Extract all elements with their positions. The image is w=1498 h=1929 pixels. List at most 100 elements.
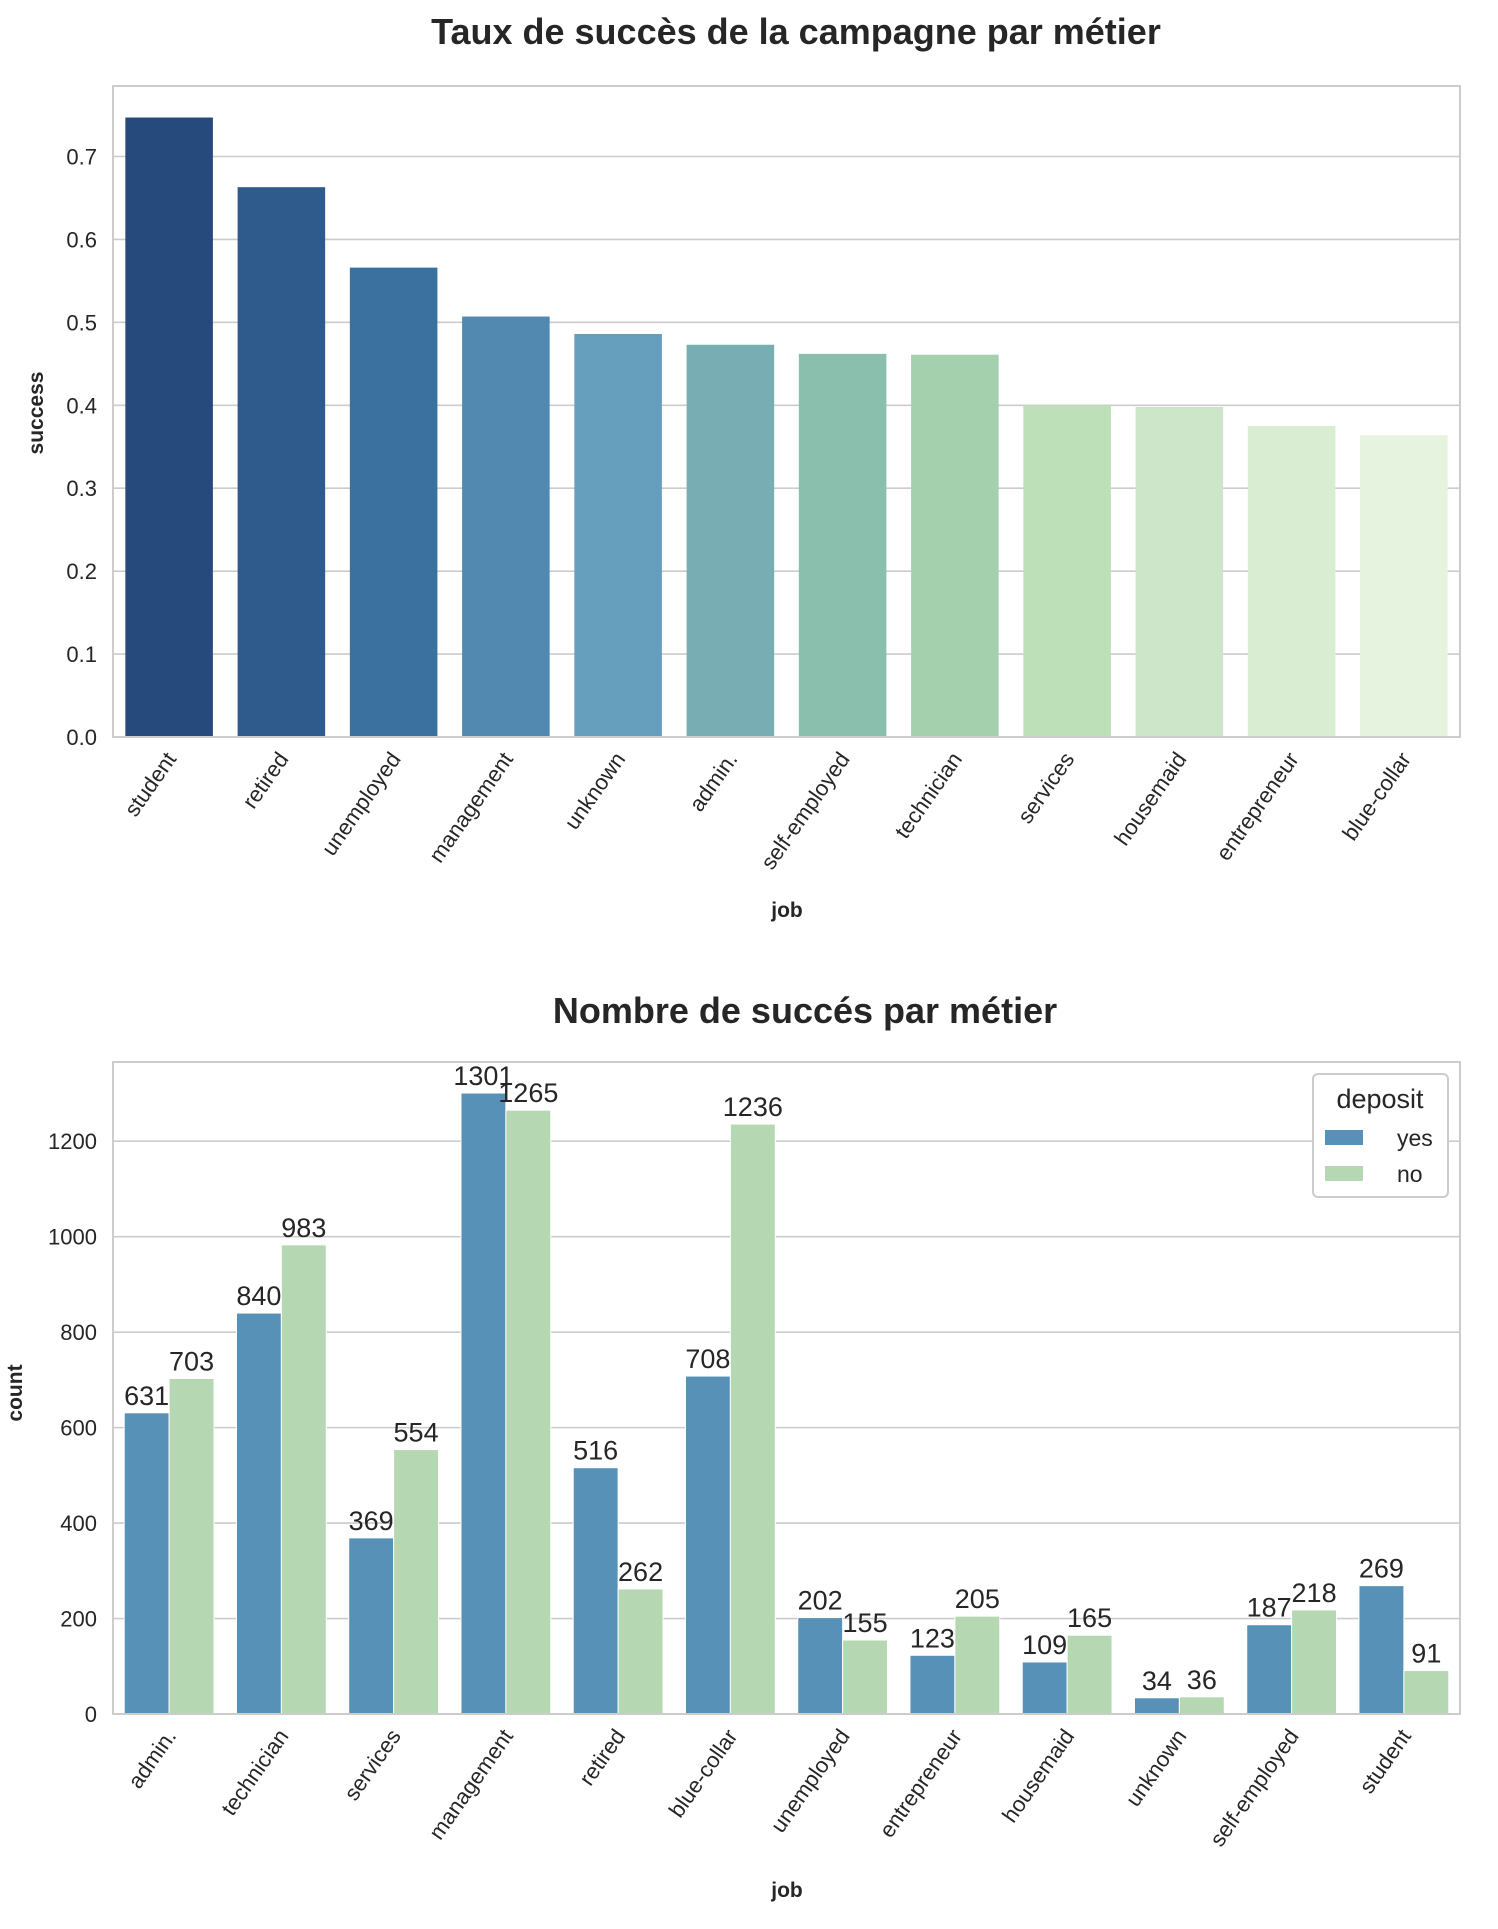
bar-unknown-yes <box>1133 1697 1180 1715</box>
y-tick-label: 0.5 <box>66 310 97 335</box>
x-tick-label-housemaid: housemaid <box>997 1725 1079 1828</box>
x-tick-label-blue-collar: blue-collar <box>664 1725 743 1822</box>
data-label-retired-no: 262 <box>618 1557 663 1587</box>
bar-student-no <box>1403 1670 1450 1715</box>
bar-entrepreneur-no <box>954 1615 1001 1715</box>
data-label-technician-yes: 840 <box>236 1281 281 1311</box>
chart2-y-axis-label: count <box>4 1364 27 1421</box>
chart2-title: Nombre de succés par métier <box>553 990 1057 1031</box>
data-label-unknown-yes: 34 <box>1142 1666 1172 1696</box>
bar-services-yes <box>348 1537 395 1715</box>
bar-retired-no <box>617 1588 664 1715</box>
bar-unemployed-no <box>842 1639 889 1715</box>
y-tick-label: 0.0 <box>66 725 97 750</box>
chart1-x-axis-label: job <box>770 899 803 922</box>
x-tick-label-management: management <box>424 748 518 868</box>
y-tick-label: 0.1 <box>66 642 97 667</box>
chart1-x-ticks: student retired unemployed management unknow… <box>119 748 1416 875</box>
bar-management-no <box>505 1109 552 1715</box>
bar-blue-collar <box>1360 435 1448 737</box>
chart2-x-ticks: admin. technician services management retire… <box>123 1725 1416 1852</box>
bar-self-employed-no <box>1291 1609 1338 1715</box>
bar-entrepreneur <box>1247 426 1336 737</box>
data-label-self-employed-yes: 187 <box>1247 1593 1292 1623</box>
legend-yes-swatch <box>1325 1130 1363 1145</box>
x-tick-label-self-employed: self-employed <box>756 748 855 875</box>
x-tick-label-management: management <box>424 1725 518 1845</box>
data-label-housemaid-no: 165 <box>1067 1603 1112 1633</box>
chart2-y-ticks: 0 200 400 600 800 1000 1200 <box>48 1129 97 1727</box>
bar-student-yes <box>1358 1585 1405 1715</box>
y-tick-label: 600 <box>60 1416 97 1441</box>
bar-housemaid-no <box>1066 1634 1113 1715</box>
chart1-y-axis-label: success <box>25 372 48 455</box>
data-label-student-no: 91 <box>1411 1639 1441 1669</box>
x-tick-label-retired: retired <box>574 1725 630 1790</box>
data-label-services-yes: 369 <box>349 1506 394 1536</box>
chart2-frame <box>112 1061 1461 1715</box>
x-tick-label-admin: admin. <box>123 1725 181 1793</box>
bar-entrepreneur-yes <box>909 1654 956 1715</box>
chart2-bars <box>123 1092 1450 1715</box>
data-label-entrepreneur-yes: 123 <box>910 1623 955 1653</box>
bar-housemaid-yes <box>1021 1661 1068 1715</box>
data-label-admin-yes: 631 <box>124 1381 169 1411</box>
chart2-legend: deposit yes no <box>1312 1073 1449 1198</box>
x-tick-label-unemployed: unemployed <box>765 1725 854 1838</box>
data-label-unemployed-no: 155 <box>843 1608 888 1638</box>
x-tick-label-entrepreneur: entrepreneur <box>1211 748 1304 866</box>
x-tick-label-blue-collar: blue-collar <box>1337 748 1416 845</box>
data-label-blue-collar-no: 1236 <box>723 1092 783 1122</box>
bar-management-yes <box>460 1092 507 1715</box>
x-tick-label-student: student <box>119 748 181 821</box>
y-tick-label: 0.6 <box>66 227 97 252</box>
bar-technician-no <box>280 1244 327 1715</box>
data-label-management-yes: 1301 <box>453 1061 513 1091</box>
bar-unknown-no <box>1178 1696 1225 1715</box>
bar-admin <box>686 344 775 737</box>
data-label-admin-no: 703 <box>169 1346 214 1376</box>
x-tick-label-housemaid: housemaid <box>1109 748 1191 851</box>
legend-yes-label: yes <box>1397 1125 1433 1151</box>
x-tick-label-services: services <box>339 1725 406 1805</box>
chart1-title: Taux de succès de la campagne par métier <box>431 11 1161 52</box>
bar-housemaid <box>1135 406 1224 737</box>
x-tick-label-technician: technician <box>890 748 967 843</box>
bar-technician-yes <box>235 1312 282 1715</box>
legend-no-swatch <box>1325 1166 1363 1181</box>
y-tick-label: 400 <box>60 1511 97 1536</box>
y-tick-label: 200 <box>60 1607 97 1632</box>
chart1-bars <box>125 117 1448 738</box>
bar-unemployed-yes <box>797 1617 844 1715</box>
data-label-management-no: 1265 <box>498 1078 558 1108</box>
y-tick-label: 0.2 <box>66 559 97 584</box>
bar-blue-collar-no <box>729 1123 776 1715</box>
x-tick-label-self-employed: self-employed <box>1205 1725 1304 1852</box>
y-tick-label: 0.4 <box>66 393 97 418</box>
bar-unemployed <box>349 267 438 737</box>
legend-title: deposit <box>1336 1084 1424 1114</box>
data-label-technician-no: 983 <box>281 1213 326 1243</box>
y-tick-label: 1200 <box>48 1129 97 1154</box>
chart1-grid <box>113 155 1460 738</box>
chart1-frame <box>112 85 1461 738</box>
legend-no-label: no <box>1397 1161 1423 1187</box>
data-label-student-yes: 269 <box>1359 1554 1404 1584</box>
bar-retired <box>237 187 326 738</box>
y-tick-label: 0.7 <box>66 144 97 169</box>
bar-services <box>1023 405 1111 737</box>
bar-admin-yes <box>123 1412 170 1715</box>
bar-self-employed-yes <box>1246 1624 1293 1715</box>
bar-blue-collar-yes <box>684 1375 731 1715</box>
data-label-retired-yes: 516 <box>573 1436 618 1466</box>
x-tick-label-student: student <box>1354 1725 1416 1798</box>
bar-unknown <box>574 333 662 737</box>
x-tick-label-unknown: unknown <box>559 748 630 834</box>
x-tick-label-admin: admin. <box>684 748 742 816</box>
bar-services-no <box>393 1449 440 1715</box>
x-tick-label-retired: retired <box>237 748 293 813</box>
bar-technician <box>911 354 999 737</box>
success-rate-chart: Taux de succès de la campagne par métier… <box>25 11 1461 922</box>
